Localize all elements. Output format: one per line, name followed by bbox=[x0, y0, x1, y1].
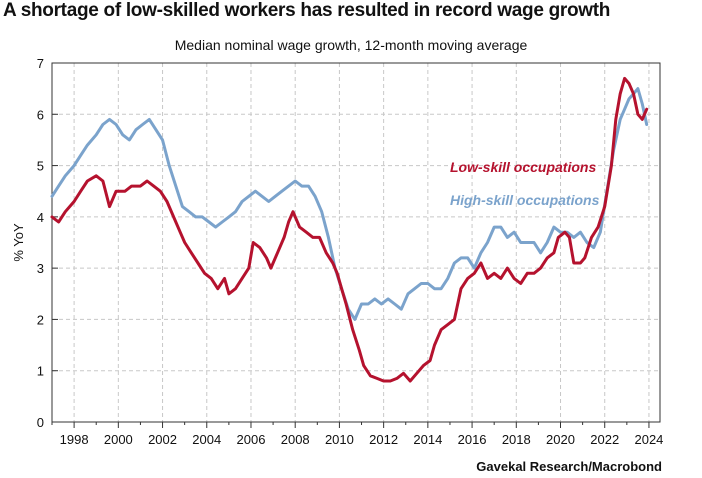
x-tick-label: 2012 bbox=[369, 432, 398, 447]
y-tick-label: 3 bbox=[37, 261, 44, 276]
x-tick-label: 1998 bbox=[60, 432, 89, 447]
series-lines bbox=[50, 76, 649, 383]
x-tick-label: 2000 bbox=[104, 432, 133, 447]
x-tick-label: 2006 bbox=[237, 432, 266, 447]
source-credit: Gavekal Research/Macrobond bbox=[476, 459, 662, 474]
x-tick-label: 2014 bbox=[413, 432, 442, 447]
chart-subtitle: Median nominal wage growth, 12-month mov… bbox=[174, 37, 528, 53]
x-tick-label: 2016 bbox=[458, 432, 487, 447]
x-tick-label: 2018 bbox=[502, 432, 531, 447]
y-axis-title: % YoY bbox=[11, 223, 26, 262]
plot-frame bbox=[51, 62, 661, 423]
x-tick-label: 2008 bbox=[281, 432, 310, 447]
grid bbox=[52, 63, 660, 422]
x-tick-label: 2002 bbox=[148, 432, 177, 447]
legend-label-high-skill: High-skill occupations bbox=[450, 192, 600, 208]
y-tick-label: 5 bbox=[37, 159, 44, 174]
x-tick-label: 2024 bbox=[634, 432, 663, 447]
x-tick-label: 2004 bbox=[192, 432, 221, 447]
y-tick-label: 7 bbox=[37, 56, 44, 71]
y-tick-label: 1 bbox=[37, 364, 44, 379]
y-tick-label: 4 bbox=[37, 210, 44, 225]
legend-label-low-skill: Low-skill occupations bbox=[450, 159, 596, 175]
series-line-high-skill bbox=[50, 87, 649, 321]
y-tick-label: 0 bbox=[37, 415, 44, 430]
y-tick-label: 6 bbox=[37, 107, 44, 122]
x-tick-label: 2020 bbox=[546, 432, 575, 447]
chart-title: A shortage of low-skilled workers has re… bbox=[3, 0, 611, 21]
x-tick-label: 2022 bbox=[590, 432, 619, 447]
y-tick-label: 2 bbox=[37, 312, 44, 327]
series-line-low-skill bbox=[50, 76, 649, 383]
x-tick-label: 2010 bbox=[325, 432, 354, 447]
axis-ticks: 0 1 2 3 4 5 6 7 1998 2000 2002 2004 2006 2008 2010 2012… bbox=[37, 56, 664, 447]
